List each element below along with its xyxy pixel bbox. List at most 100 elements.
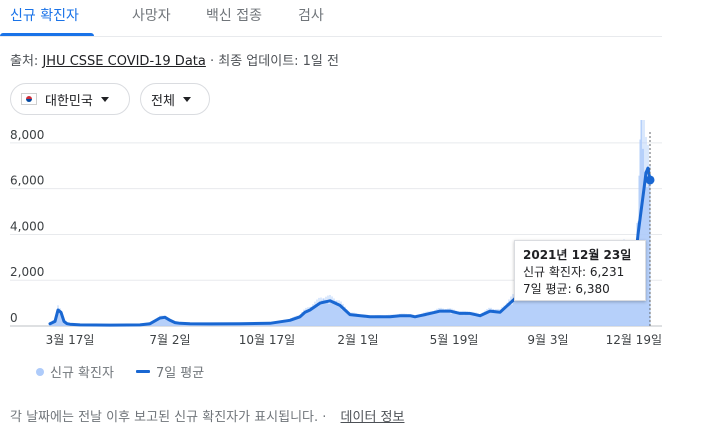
daily-case-bar — [174, 322, 176, 326]
daily-case-bar — [486, 309, 488, 326]
daily-case-bar — [495, 309, 497, 326]
daily-case-bar — [435, 312, 437, 326]
daily-case-bar — [472, 314, 474, 326]
daily-case-bar — [344, 306, 346, 326]
source-prefix: 출처: — [10, 54, 43, 69]
daily-case-bar — [309, 306, 311, 326]
daily-case-bar — [376, 317, 378, 326]
daily-case-bar — [352, 316, 354, 326]
daily-case-bar — [282, 321, 284, 326]
x-tick-label: 5월 19일 — [430, 333, 479, 347]
daily-case-bar — [334, 300, 336, 326]
chevron-down-icon — [100, 96, 109, 102]
source-line: 출처: JHU CSSE COVID-19 Data · 최종 업데이트: 1일… — [10, 50, 339, 69]
daily-case-bar — [498, 313, 500, 326]
tooltip-cases: 신규 확진자: 6,231 — [523, 265, 625, 279]
scope-select-label: 전체 — [151, 93, 175, 109]
daily-case-bar — [421, 313, 423, 326]
x-tick-label: 10월 17일 — [239, 333, 295, 347]
daily-case-bar — [414, 315, 416, 326]
scope-select[interactable]: 전체 — [140, 83, 210, 115]
daily-case-bar — [305, 307, 307, 326]
daily-case-bar — [345, 310, 347, 326]
daily-case-bar — [173, 322, 175, 326]
daily-case-bar — [278, 321, 280, 326]
daily-case-bar — [548, 286, 550, 326]
data-info-link[interactable]: 데이터 정보 — [340, 410, 405, 425]
daily-case-bar — [398, 315, 400, 326]
region-select[interactable]: 대한민국 — [10, 83, 130, 115]
daily-case-bar — [457, 312, 459, 326]
daily-case-bar — [487, 313, 489, 326]
daily-case-bar — [325, 296, 327, 326]
daily-case-bar — [453, 309, 455, 326]
tab-vaccination[interactable]: 백신 접종 — [206, 8, 262, 24]
daily-case-bar — [572, 293, 574, 326]
daily-case-bar — [394, 314, 396, 326]
daily-case-bar — [442, 308, 444, 326]
daily-case-bar — [439, 312, 441, 326]
hover-point — [645, 175, 655, 185]
daily-case-bar — [406, 315, 408, 326]
daily-case-bar — [359, 314, 361, 326]
source-link[interactable]: JHU CSSE COVID-19 Data — [42, 54, 206, 69]
daily-case-bar — [379, 315, 381, 326]
daily-case-bar — [474, 316, 476, 326]
daily-case-bar — [503, 305, 505, 326]
tab-deaths[interactable]: 사망자 — [132, 8, 171, 24]
y-axis-ticks: 0 2,000 4,000 6,000 8,000 — [10, 128, 44, 325]
daily-case-bar — [315, 306, 317, 326]
y-tick-label: 4,000 — [10, 219, 44, 233]
daily-case-bar — [427, 311, 429, 326]
daily-case-bar — [433, 311, 435, 326]
daily-case-bar — [567, 283, 569, 326]
daily-case-bar — [443, 310, 445, 326]
daily-case-bar — [299, 314, 301, 326]
daily-case-bar — [485, 313, 487, 326]
x-tick-label: 7월 2일 — [149, 333, 190, 347]
daily-case-bar — [335, 300, 337, 326]
daily-case-bar — [524, 295, 526, 326]
daily-case-bar — [512, 294, 514, 326]
footer-separator: · — [318, 410, 331, 425]
daily-case-bar — [381, 315, 383, 326]
daily-case-bar — [571, 280, 573, 326]
daily-case-bar — [316, 299, 318, 326]
daily-case-bar — [467, 312, 469, 326]
daily-case-bar — [287, 319, 289, 326]
daily-case-bar — [500, 312, 502, 326]
daily-case-bar — [647, 144, 649, 326]
daily-case-bar — [297, 316, 299, 326]
cases-chart[interactable]: 0 2,000 4,000 6,000 8,000 3월 17일 7월 2일 10월 17일… — [0, 120, 703, 352]
daily-case-bar — [522, 295, 524, 326]
daily-case-bar — [550, 281, 552, 326]
daily-case-bar — [448, 312, 450, 326]
daily-case-bar — [463, 315, 465, 326]
daily-case-bar — [455, 310, 457, 326]
daily-case-bar — [515, 295, 517, 326]
daily-case-bar — [484, 310, 486, 326]
daily-case-bar — [162, 316, 164, 326]
daily-case-bar — [172, 321, 174, 326]
daily-case-bar — [361, 315, 363, 326]
daily-case-bar — [459, 313, 461, 326]
daily-case-bar — [159, 315, 161, 326]
daily-case-bar — [469, 311, 471, 326]
daily-case-bar — [409, 314, 411, 326]
daily-case-bar — [566, 285, 568, 326]
daily-case-bar — [456, 311, 458, 326]
daily-case-bar — [153, 320, 155, 326]
daily-case-bar — [166, 316, 168, 326]
daily-case-bar — [368, 315, 370, 326]
daily-case-bar — [380, 317, 382, 326]
daily-case-bar — [460, 311, 462, 326]
tab-new-cases[interactable]: 신규 확진자 — [10, 8, 79, 24]
tab-testing[interactable]: 검사 — [298, 8, 324, 24]
x-tick-label: 3월 17일 — [46, 333, 95, 347]
daily-case-bar — [645, 136, 647, 326]
daily-case-bar — [542, 281, 544, 326]
daily-case-bar — [343, 309, 345, 326]
daily-case-bar — [387, 317, 389, 326]
daily-case-bar — [431, 311, 433, 326]
daily-case-bar — [169, 320, 171, 326]
